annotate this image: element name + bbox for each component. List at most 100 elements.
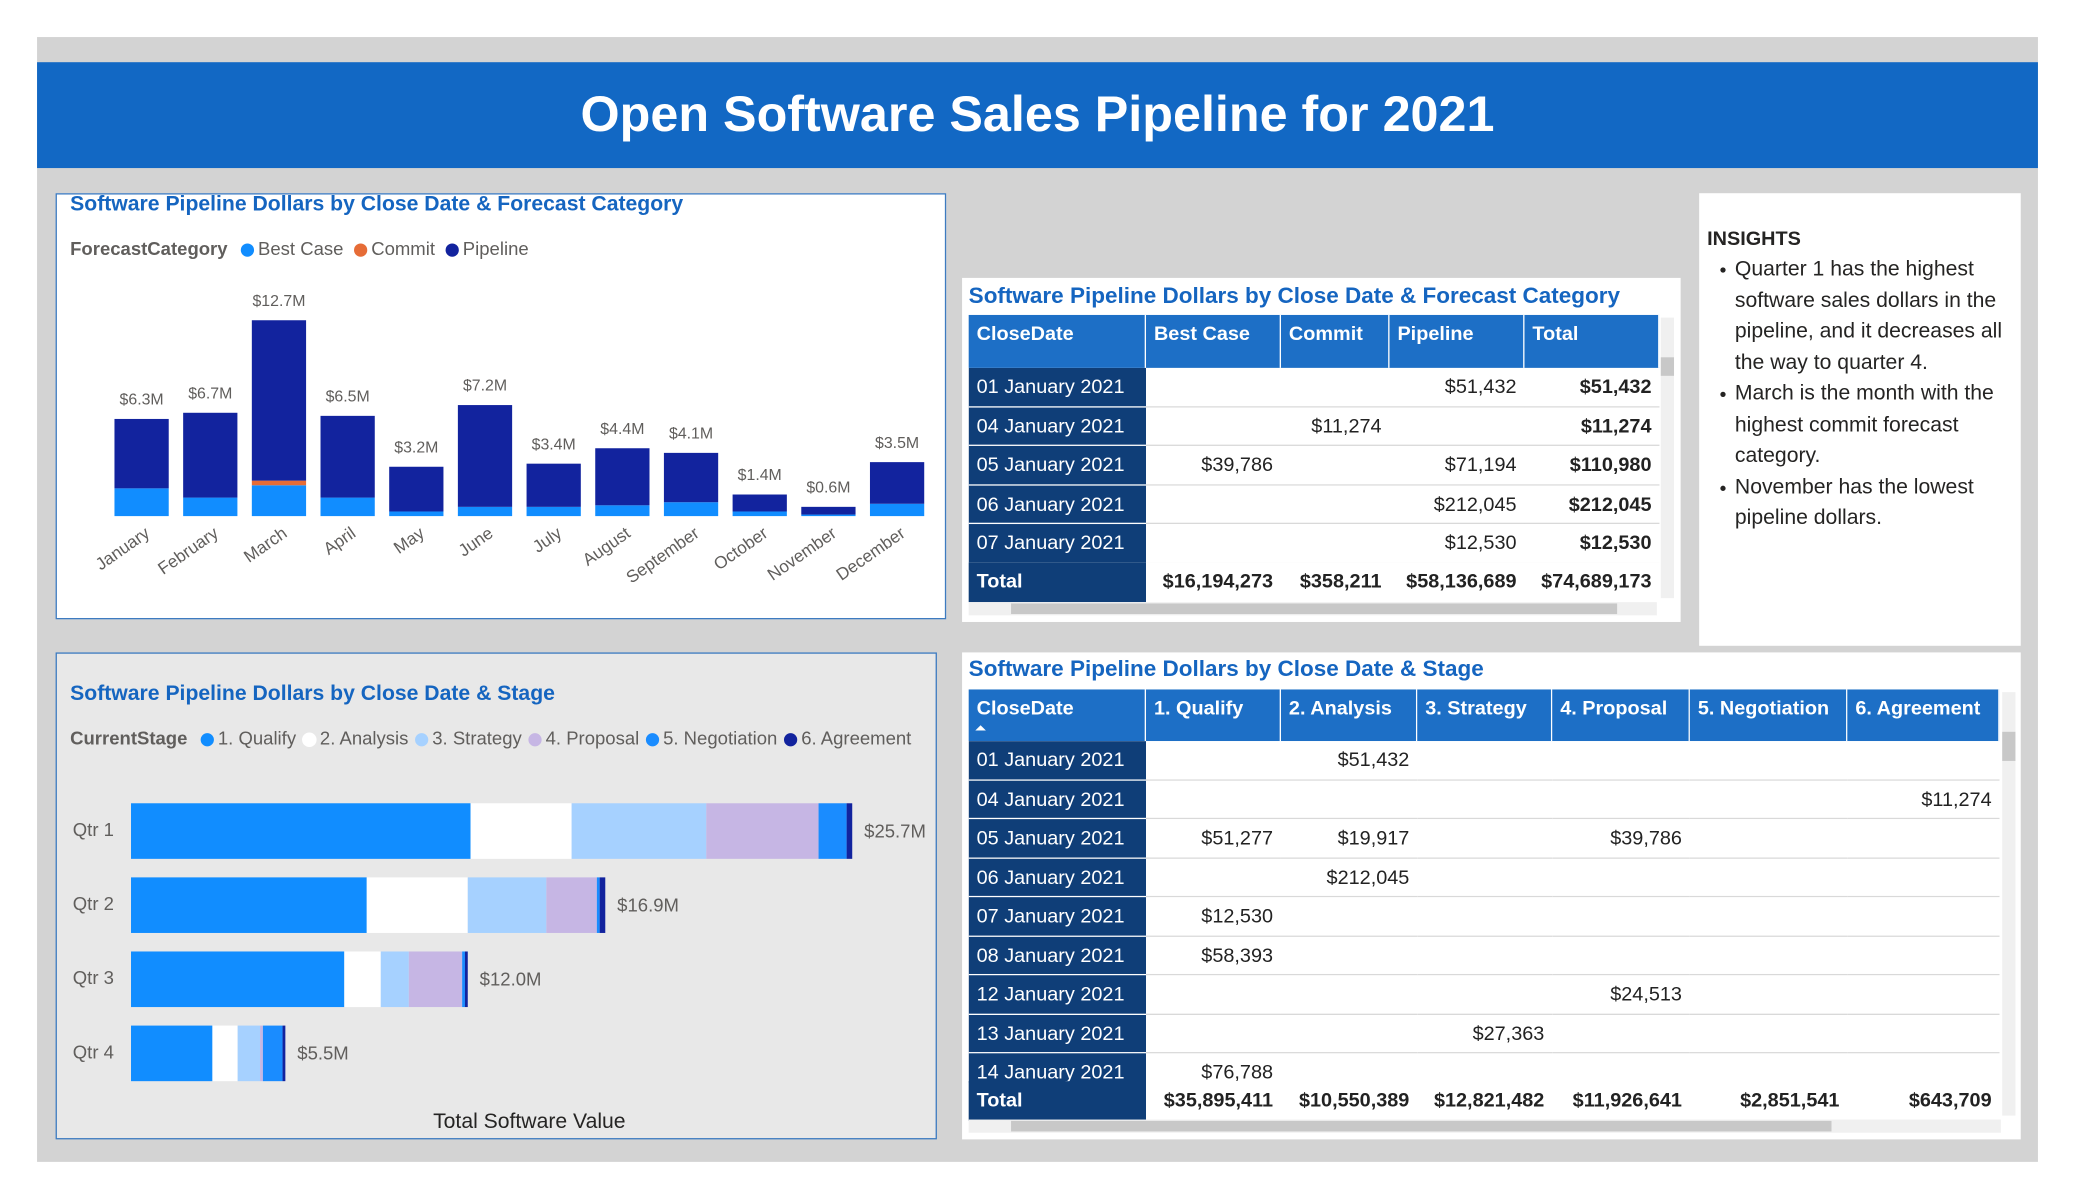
row-label: 04 January 2021	[968, 780, 1147, 820]
insights-title: INSIGHTS	[1707, 227, 1801, 251]
empty-cell	[1280, 975, 1418, 1015]
empty-cell	[1280, 936, 1418, 976]
table-cell: $51,277	[1146, 819, 1281, 859]
table-cell: $12,530	[1146, 897, 1281, 937]
empty-cell	[1146, 485, 1281, 525]
empty-cell	[1847, 819, 2000, 859]
table-cell: $51,432	[1280, 741, 1418, 781]
empty-cell	[1689, 741, 1848, 781]
row-label: 06 January 2021	[968, 485, 1147, 525]
column-header: Pipeline	[1389, 314, 1525, 368]
table-cell: $11,274	[1524, 406, 1660, 446]
insight-text: March is the month with the highest comm…	[1734, 382, 1994, 468]
table-cell: $212,045	[1524, 485, 1660, 525]
total-cell: $58,136,689	[1389, 562, 1525, 602]
empty-cell	[1552, 897, 1690, 937]
empty-cell	[1280, 367, 1390, 407]
row-label: 05 January 2021	[968, 445, 1147, 486]
empty-cell	[1552, 741, 1690, 781]
column-header: 1. Qualify	[1146, 689, 1281, 742]
table-cell: $39,786	[1552, 819, 1690, 859]
table-title: Software Pipeline Dollars by Close Date …	[968, 283, 1621, 309]
total-cell: $358,211	[1280, 562, 1390, 602]
table-cell: $12,530	[1524, 524, 1660, 563]
total-cell: Total	[968, 562, 1147, 602]
row-label: 07 January 2021	[968, 897, 1147, 937]
empty-cell	[1847, 858, 2000, 898]
empty-cell	[1847, 741, 2000, 781]
total-cell: Total	[968, 1081, 1147, 1121]
insights-list: Quarter 1 has the highest software sales…	[1720, 254, 2014, 534]
empty-cell	[1146, 858, 1281, 898]
row-label: 07 January 2021	[968, 524, 1147, 563]
insights-panel: INSIGHTS Quarter 1 has the highest softw…	[1699, 193, 2021, 646]
chart-title: Software Pipeline Dollars by Close Date …	[70, 193, 684, 216]
empty-cell	[1552, 1053, 1690, 1083]
table-cell: $51,432	[1524, 367, 1660, 407]
total-cell: $74,689,173	[1524, 562, 1660, 602]
row-label: 01 January 2021	[968, 367, 1147, 407]
table-cell: $58,393	[1146, 936, 1281, 976]
table-cell: $76,788	[1146, 1053, 1281, 1083]
empty-cell	[1552, 858, 1690, 898]
table-cell: $11,274	[1280, 406, 1390, 446]
empty-cell	[1389, 406, 1525, 446]
chart-title: Software Pipeline Dollars by Close Date …	[70, 682, 555, 706]
empty-cell	[1847, 936, 2000, 976]
total-cell: $12,821,482	[1417, 1081, 1553, 1121]
empty-cell	[1847, 975, 2000, 1015]
empty-cell	[1280, 445, 1390, 486]
empty-cell	[1552, 1014, 1690, 1054]
empty-cell	[1417, 897, 1553, 937]
empty-cell	[1689, 936, 1848, 976]
empty-cell	[1280, 524, 1390, 563]
empty-cell	[1280, 1014, 1418, 1054]
column-header: 3. Strategy	[1417, 689, 1553, 742]
empty-cell	[1146, 524, 1281, 563]
table-title: Software Pipeline Dollars by Close Date …	[968, 656, 1484, 682]
row-label: 08 January 2021	[968, 936, 1147, 976]
empty-cell	[1847, 1053, 2000, 1083]
empty-cell	[1417, 780, 1553, 820]
column-header: 4. Proposal	[1552, 689, 1690, 742]
empty-cell	[1417, 741, 1553, 781]
stage-chart-panel	[55, 652, 937, 1140]
column-header: 6. Agreement	[1847, 689, 2000, 742]
empty-cell	[1417, 936, 1553, 976]
column-header: CloseDate	[968, 689, 1147, 742]
empty-cell	[1689, 1014, 1848, 1054]
total-cell: $35,895,411	[1146, 1081, 1281, 1121]
table-cell: $11,274	[1847, 780, 2000, 820]
total-cell: $10,550,389	[1280, 1081, 1418, 1121]
empty-cell	[1552, 936, 1690, 976]
bullet	[1720, 391, 1726, 398]
row-label: 01 January 2021	[968, 741, 1147, 781]
empty-cell	[1552, 780, 1690, 820]
insight-text: November has the lowest pipeline dollars…	[1734, 475, 1974, 530]
row-label: 14 January 2021	[968, 1053, 1147, 1083]
table-cell: $12,530	[1389, 524, 1525, 563]
empty-cell	[1847, 897, 2000, 937]
empty-cell	[1146, 367, 1281, 407]
total-cell: $11,926,641	[1552, 1081, 1690, 1121]
total-cell: $16,194,273	[1146, 562, 1281, 602]
empty-cell	[1417, 819, 1553, 859]
empty-cell	[1280, 485, 1390, 525]
empty-cell	[1689, 780, 1848, 820]
insight-item: November has the lowest pipeline dollars…	[1720, 472, 2014, 534]
empty-cell	[1689, 1053, 1848, 1083]
table-cell: $39,786	[1146, 445, 1281, 486]
empty-cell	[1847, 1014, 2000, 1054]
empty-cell	[1146, 975, 1281, 1015]
table-cell: $212,045	[1389, 485, 1525, 525]
empty-cell	[1146, 741, 1281, 781]
column-header: Commit	[1280, 314, 1390, 368]
empty-cell	[1689, 975, 1848, 1015]
insight-text: Quarter 1 has the highest software sales…	[1734, 258, 2003, 374]
insight-item: March is the month with the highest comm…	[1720, 378, 2014, 471]
empty-cell	[1146, 406, 1281, 446]
table-cell: $19,917	[1280, 819, 1418, 859]
row-label: 06 January 2021	[968, 858, 1147, 898]
